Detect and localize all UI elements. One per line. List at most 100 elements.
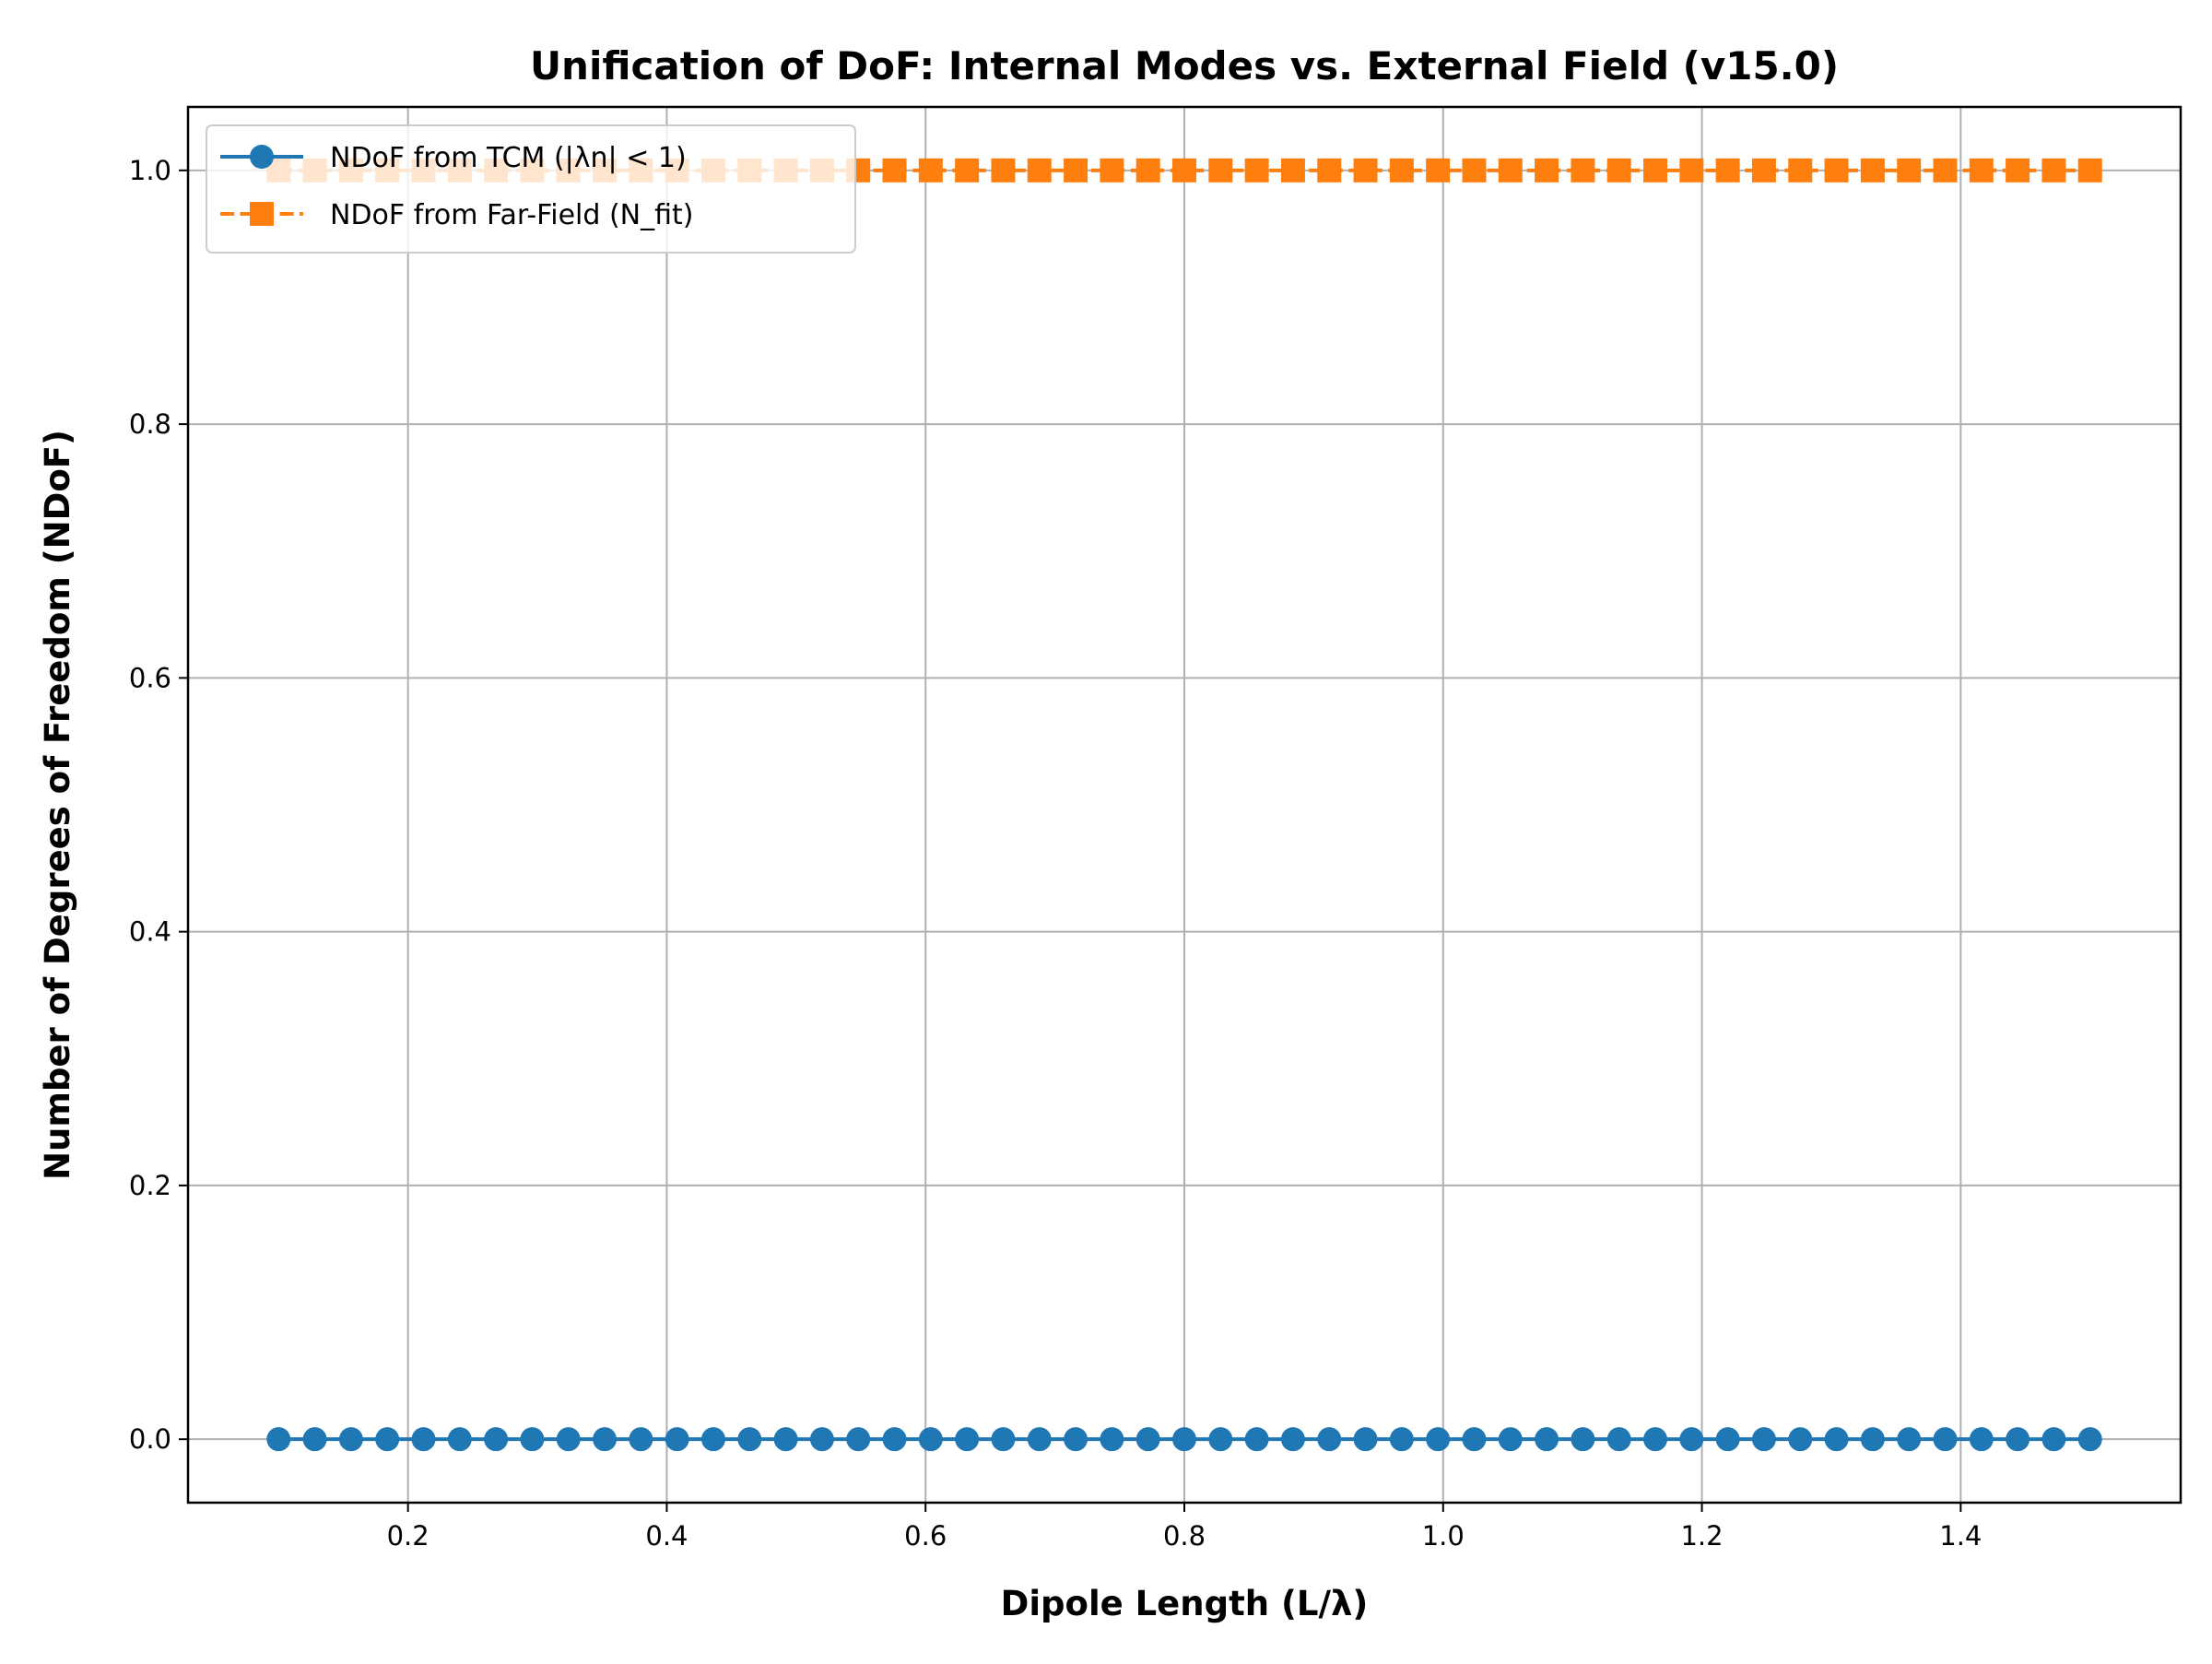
legend-marker (250, 145, 274, 169)
legend-label: NDoF from TCM (|λn| < 1) (330, 142, 687, 174)
y-tick-label: 0.4 (129, 916, 171, 948)
data-point (1897, 158, 1922, 183)
x-tick-label: 0.6 (904, 1520, 947, 1552)
x-tick-label: 0.8 (1163, 1520, 1206, 1552)
legend-marker (250, 202, 274, 226)
data-point (882, 1427, 907, 1452)
data-point (1606, 1427, 1631, 1452)
y-tick-label: 0.6 (129, 662, 171, 693)
data-point (1100, 1427, 1124, 1452)
data-point (1389, 1427, 1414, 1452)
data-point (1426, 1427, 1451, 1452)
data-point (1027, 1427, 1052, 1452)
data-point (1535, 158, 1559, 183)
data-point (375, 1427, 400, 1452)
data-point (593, 1427, 618, 1452)
ticks: 0.2 0.4 0.6 0.8 1.0 1.2 1.4 0.0 0.2 0.4 0.6 0.8 1.0 (129, 155, 1983, 1552)
data-point (2077, 158, 2102, 183)
data-point (1679, 1427, 1704, 1452)
x-tick-label: 0.4 (645, 1520, 688, 1552)
data-point (1969, 158, 1994, 183)
data-point (1208, 158, 1233, 183)
series-1 (266, 1427, 2102, 1452)
data-point (1498, 1427, 1523, 1452)
data-point (665, 1427, 689, 1452)
x-axis-label: Dipole Length (L/λ) (1001, 1584, 1369, 1623)
data-point (1860, 1427, 1885, 1452)
x-tick-label: 1.0 (1422, 1520, 1465, 1552)
data-point (1860, 158, 1885, 183)
data-point (991, 1427, 1016, 1452)
data-point (1244, 1427, 1269, 1452)
data-point (882, 158, 907, 183)
data-point (1933, 1427, 1958, 1452)
data-point (918, 158, 943, 183)
data-point (1498, 158, 1523, 183)
data-point (1897, 1427, 1922, 1452)
data-point (2077, 1427, 2102, 1452)
data-point (484, 1427, 509, 1452)
data-point (1353, 1427, 1378, 1452)
legend-label: NDoF from Far-Field (N_fit) (330, 199, 693, 231)
y-tick-label: 1.0 (129, 155, 171, 186)
data-point (1280, 1427, 1305, 1452)
data-point (1172, 1427, 1196, 1452)
x-tick-label: 1.4 (1939, 1520, 1982, 1552)
data-point (1751, 1427, 1776, 1452)
data-point (846, 1427, 871, 1452)
grid (188, 107, 2181, 1503)
data-point (556, 1427, 581, 1452)
data-point (1643, 1427, 1668, 1452)
data-point (1100, 158, 1124, 183)
data-point (809, 1427, 834, 1452)
data-point (918, 1427, 943, 1452)
data-point (1715, 158, 1740, 183)
data-point (773, 1427, 798, 1452)
data-point (737, 1427, 762, 1452)
data-point (1426, 158, 1451, 183)
data-point (1064, 158, 1088, 183)
data-point (411, 1427, 436, 1452)
data-point (1571, 1427, 1595, 1452)
data-point (1824, 158, 1849, 183)
data-point (991, 158, 1016, 183)
data-point (2041, 1427, 2066, 1452)
data-point (1244, 158, 1269, 183)
data-point (1353, 158, 1378, 183)
data-point (2041, 158, 2066, 183)
data-point (1679, 158, 1704, 183)
data-point (447, 1427, 472, 1452)
data-point (1751, 158, 1776, 183)
y-tick-label: 0.2 (129, 1170, 171, 1201)
data-point (266, 1427, 291, 1452)
data-point (1208, 1427, 1233, 1452)
data-point (1135, 158, 1160, 183)
data-point (1462, 1427, 1487, 1452)
data-point (1280, 158, 1305, 183)
data-point (955, 1427, 980, 1452)
data-point (338, 1427, 363, 1452)
data-point (1172, 158, 1196, 183)
y-axis-label: Number of Degrees of Freedom (NDoF) (38, 430, 77, 1180)
legend: NDoF from TCM (|λn| < 1) NDoF from Far-Fi… (206, 124, 856, 254)
data-point (1135, 1427, 1160, 1452)
data-point (1571, 158, 1595, 183)
data-point (629, 1427, 653, 1452)
data-point (700, 1427, 725, 1452)
data-point (1715, 1427, 1740, 1452)
data-point (1462, 158, 1487, 183)
data-point (1064, 1427, 1088, 1452)
data-point (1933, 158, 1958, 183)
chart-title: Unification of DoF: Internal Modes vs. E… (530, 43, 1839, 89)
data-point (955, 158, 980, 183)
data-point (1788, 158, 1813, 183)
data-point (1606, 158, 1631, 183)
data-point (1389, 158, 1414, 183)
legend-box (206, 124, 856, 254)
data-point (2006, 158, 2030, 183)
data-point (1317, 158, 1342, 183)
y-tick-label: 0.0 (129, 1423, 171, 1455)
data-point (1535, 1427, 1559, 1452)
